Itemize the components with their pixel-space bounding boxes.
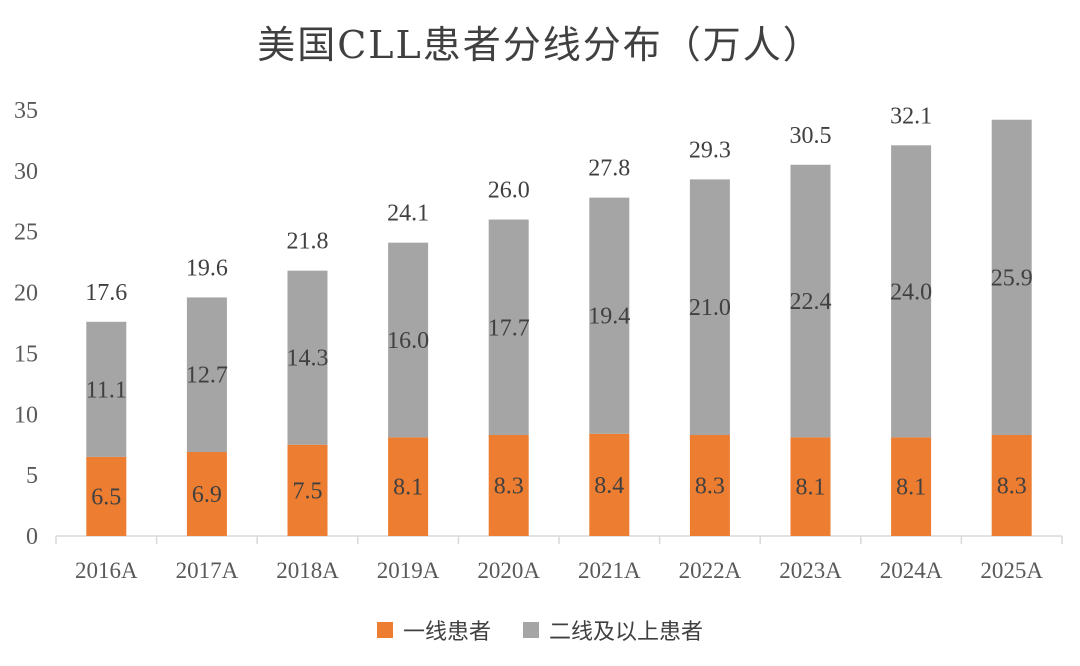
chart-title: 美国CLL患者分线分布（万人） (257, 23, 823, 67)
y-tick-label: 15 (14, 341, 38, 367)
bar-second-line (287, 270, 328, 445)
x-tick-label: 2016A (75, 558, 138, 583)
bar-second-line (991, 119, 1032, 435)
y-tick-label: 20 (14, 281, 38, 307)
x-tick-label: 2020A (477, 558, 540, 583)
x-tick-label: 2021A (578, 558, 641, 583)
bar-second-line (689, 179, 730, 435)
x-tick-label: 2022A (679, 558, 742, 583)
legend-item-second-line: 二线及以上患者 (523, 614, 703, 646)
data-label-second-line: 11.1 (86, 377, 127, 403)
total-label: 30.5 (790, 123, 832, 149)
data-label-second-line: 21.0 (689, 295, 731, 321)
data-label-second-line: 16.0 (387, 328, 429, 354)
bar-second-line (488, 219, 529, 435)
x-tick-label: 2019A (377, 558, 440, 583)
bar-first-line (589, 433, 630, 536)
data-label-first-line: 7.5 (293, 478, 323, 504)
legend-item-first-line: 一线患者 (376, 614, 491, 646)
bar-first-line (689, 434, 730, 536)
data-label-second-line: 12.7 (186, 363, 228, 389)
data-label-second-line: 24.0 (890, 279, 932, 305)
x-tick-label: 2023A (779, 558, 842, 583)
bar-second-line (589, 197, 630, 434)
bar-first-line (388, 437, 429, 536)
data-label-first-line: 8.1 (896, 475, 926, 501)
x-tick-label: 2017A (176, 558, 239, 583)
bar-first-line (86, 456, 127, 536)
total-label: 32.1 (890, 103, 932, 129)
y-tick-label: 35 (14, 98, 38, 124)
legend-label-second-line: 二线及以上患者 (549, 620, 704, 645)
total-label: 21.8 (287, 229, 329, 255)
legend: 一线患者 二线及以上患者 (0, 614, 1080, 646)
total-label: 19.6 (186, 255, 228, 281)
bar-second-line (388, 242, 429, 438)
y-tick-label: 10 (14, 402, 38, 428)
data-label-second-line: 19.4 (588, 304, 630, 330)
data-label-first-line: 8.3 (494, 473, 524, 499)
data-label-first-line: 8.1 (393, 475, 423, 501)
y-tick-label: 25 (14, 220, 38, 246)
data-label-second-line: 25.9 (991, 265, 1033, 291)
data-label-second-line: 17.7 (488, 315, 530, 341)
total-label: 29.3 (689, 137, 731, 163)
data-label-first-line: 8.3 (997, 473, 1027, 499)
bar-second-line (790, 164, 831, 438)
x-tick-label: 2025A (980, 558, 1043, 583)
legend-swatch-first-line (376, 622, 393, 638)
total-label: 24.1 (387, 201, 429, 227)
data-label-first-line: 8.3 (695, 473, 725, 499)
total-label: 17.6 (85, 280, 127, 306)
y-tick-label: 5 (26, 463, 38, 489)
bar-second-line (891, 145, 932, 438)
data-label-second-line: 22.4 (790, 289, 832, 315)
x-tick-label: 2024A (880, 558, 943, 583)
legend-label-first-line: 一线患者 (402, 620, 491, 645)
data-label-first-line: 8.4 (594, 473, 624, 499)
data-label-first-line: 6.5 (91, 484, 121, 510)
total-label: 26.0 (488, 178, 530, 204)
total-label: 27.8 (588, 156, 630, 182)
data-label-first-line: 8.1 (796, 475, 826, 501)
y-tick-label: 0 (26, 524, 38, 550)
bar-second-line (86, 321, 127, 457)
bar-first-line (891, 437, 932, 536)
bar-first-line (790, 437, 831, 536)
bar-second-line (186, 297, 227, 453)
data-label-first-line: 6.9 (192, 482, 222, 508)
bar-first-line (991, 434, 1032, 536)
legend-swatch-second-line (523, 622, 539, 638)
data-label-second-line: 14.3 (287, 346, 329, 372)
bar-first-line (287, 444, 328, 536)
bar-first-line (488, 434, 529, 536)
bar-first-line (186, 452, 227, 536)
x-tick-label: 2018A (276, 558, 339, 583)
y-tick-label: 30 (14, 159, 38, 185)
